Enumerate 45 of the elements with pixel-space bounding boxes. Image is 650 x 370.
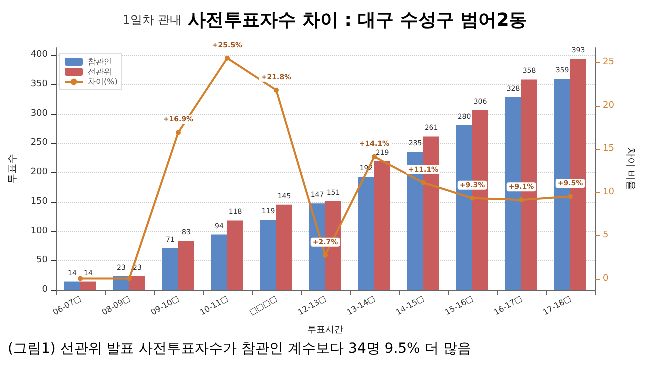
legend-label: 참관인 [88, 58, 112, 66]
text: (그림1) 선관위 발표 사전투표자수가 참관인 계수보다 34명 9.5% 더 많음 [8, 340, 472, 358]
y-tick-label: 200 [30, 168, 48, 178]
bar [162, 248, 178, 290]
y-tick-label: 150 [30, 196, 48, 207]
y2-tick-label: 5 [603, 230, 609, 241]
legend-label: 선관위 [88, 68, 112, 76]
x-axis-title: 투표시간 [308, 326, 344, 336]
y2-tick-label: 25 [603, 58, 614, 68]
point [519, 198, 524, 203]
chart-subtitle: 1일차 관내 [122, 12, 182, 28]
point [274, 88, 279, 93]
point [372, 154, 377, 160]
y2-tick-label: 10 [603, 187, 615, 198]
chart-title: 사전투표자수 차이 : 대구 수성구 범어2동 [188, 9, 528, 32]
point [470, 196, 475, 201]
y2-axis-title: 차이 비율 [624, 147, 636, 191]
bar [276, 204, 292, 290]
y-tick-label: 350 [30, 79, 48, 90]
point [78, 276, 83, 282]
bar [260, 220, 276, 290]
y-axis-title: 투표수 [8, 154, 18, 184]
bar [80, 282, 96, 290]
y2-tick-label: 20 [603, 100, 615, 111]
legend-label: 차이(%) [88, 78, 118, 86]
bar [212, 234, 228, 290]
y2-tick-label: 0 [603, 274, 609, 284]
y-tick-label: 0 [42, 285, 48, 295]
point [225, 56, 230, 61]
point [176, 130, 181, 136]
bar [178, 241, 194, 290]
bar [374, 161, 390, 290]
point [568, 194, 573, 200]
y-tick-label: 400 [30, 50, 48, 60]
y-tick-label: 300 [30, 108, 48, 119]
bar [228, 220, 244, 290]
bar [64, 282, 80, 290]
y-tick-label: 50 [36, 256, 48, 266]
point [421, 180, 426, 186]
y2-tick-label: 15 [603, 144, 614, 154]
point [127, 276, 132, 282]
bar [358, 177, 374, 290]
y-tick-label: 100 [30, 226, 48, 236]
bar [130, 276, 146, 290]
y-tick-label: 250 [30, 138, 48, 148]
